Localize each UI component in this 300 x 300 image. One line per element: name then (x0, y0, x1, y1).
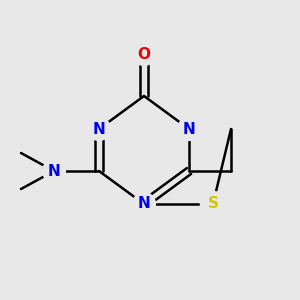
Text: N: N (48, 164, 60, 178)
Text: N: N (138, 196, 150, 211)
Text: N: N (183, 122, 195, 136)
Circle shape (133, 43, 155, 65)
Text: S: S (208, 196, 218, 211)
Circle shape (200, 191, 226, 217)
Circle shape (88, 118, 110, 140)
Circle shape (133, 193, 155, 215)
Text: N: N (93, 122, 105, 136)
Text: O: O (137, 46, 151, 62)
Circle shape (43, 160, 65, 182)
Circle shape (178, 118, 200, 140)
